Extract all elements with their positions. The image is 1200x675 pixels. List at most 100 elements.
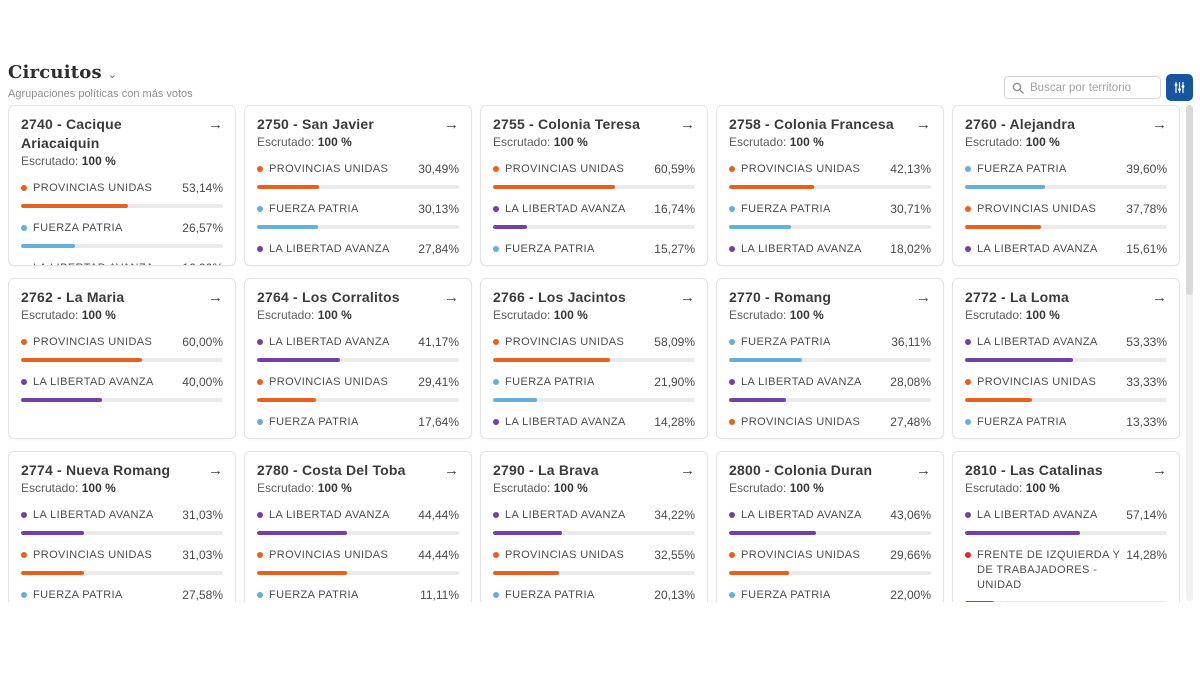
party-row: FUERZA PATRIA 17,64% bbox=[257, 415, 459, 439]
party-percent: 13,33% bbox=[1126, 415, 1167, 429]
escrutado-label: Escrutado: bbox=[21, 308, 79, 322]
arrow-right-icon[interactable]: → bbox=[1152, 462, 1167, 479]
party-color-dot bbox=[257, 552, 263, 558]
page-title: Circuitos bbox=[8, 62, 102, 83]
party-bar-track bbox=[729, 225, 931, 229]
party-rows: LA LIBERTAD AVANZA 57,14% FRENTE DE IZQU… bbox=[965, 508, 1167, 602]
party-name: PROVINCIAS UNIDAS bbox=[741, 163, 861, 175]
escrutado-line: Escrutado: 100 % bbox=[21, 481, 223, 495]
party-bar-fill bbox=[729, 185, 815, 189]
party-bar-track bbox=[257, 398, 459, 402]
party-row: PROVINCIAS UNIDAS 42,13% bbox=[729, 162, 931, 189]
arrow-right-icon[interactable]: → bbox=[208, 116, 223, 133]
party-percent: 29,41% bbox=[418, 375, 459, 389]
arrow-right-icon[interactable]: → bbox=[444, 289, 459, 306]
circuits-scroll-area: 2740 - Cacique Ariacaiquin → Escrutado: … bbox=[8, 105, 1180, 602]
circuit-card[interactable]: 2755 - Colonia Teresa → Escrutado: 100 %… bbox=[480, 105, 708, 266]
party-percent: 15,61% bbox=[1126, 242, 1167, 256]
party-percent: 53,14% bbox=[182, 181, 223, 195]
escrutado-value: 100 % bbox=[789, 308, 824, 322]
arrow-right-icon[interactable]: → bbox=[916, 116, 931, 133]
party-row: FUERZA PATRIA 39,60% bbox=[965, 162, 1167, 189]
circuit-card[interactable]: 2790 - La Brava → Escrutado: 100 % LA LI… bbox=[480, 451, 708, 602]
arrow-right-icon[interactable]: → bbox=[208, 462, 223, 479]
party-name: PROVINCIAS UNIDAS bbox=[505, 163, 625, 175]
party-bar-fill bbox=[493, 265, 524, 266]
circuit-card[interactable]: 2780 - Costa Del Toba → Escrutado: 100 %… bbox=[244, 451, 472, 602]
arrow-right-icon[interactable]: → bbox=[680, 289, 695, 306]
party-row: LA LIBERTAD AVANZA 34,22% bbox=[493, 508, 695, 535]
arrow-right-icon[interactable]: → bbox=[680, 116, 695, 133]
arrow-right-icon[interactable]: → bbox=[916, 462, 931, 479]
arrow-right-icon[interactable]: → bbox=[1152, 116, 1167, 133]
arrow-right-icon[interactable]: → bbox=[916, 289, 931, 306]
party-bar-fill bbox=[729, 265, 765, 266]
escrutado-value: 100 % bbox=[317, 135, 352, 149]
party-row: PROVINCIAS UNIDAS 32,55% bbox=[493, 548, 695, 575]
circuit-card[interactable]: 2766 - Los Jacintos → Escrutado: 100 % P… bbox=[480, 278, 708, 439]
party-bar-fill bbox=[21, 398, 102, 402]
party-bar-fill bbox=[21, 204, 129, 208]
search-input[interactable] bbox=[1030, 81, 1153, 94]
circuit-card[interactable]: 2740 - Cacique Ariacaiquin → Escrutado: … bbox=[8, 105, 236, 266]
arrow-right-icon[interactable]: → bbox=[208, 289, 223, 306]
circuits-dropdown[interactable]: Circuitos ⌄ bbox=[8, 62, 117, 83]
party-name: PROVINCIAS UNIDAS bbox=[977, 203, 1097, 215]
escrutado-label: Escrutado: bbox=[729, 481, 787, 495]
escrutado-label: Escrutado: bbox=[21, 154, 79, 168]
party-name: LA LIBERTAD AVANZA bbox=[741, 376, 862, 388]
party-name: PROVINCIAS UNIDAS bbox=[33, 182, 153, 194]
party-bar-fill bbox=[729, 358, 802, 362]
scrollbar-thumb[interactable] bbox=[1186, 105, 1193, 295]
party-color-dot bbox=[257, 339, 263, 345]
party-bar-fill bbox=[257, 438, 293, 439]
party-bar-fill bbox=[965, 531, 1081, 535]
party-row: FUERZA PATRIA 30,71% bbox=[729, 202, 931, 229]
escrutado-value: 100 % bbox=[789, 481, 824, 495]
arrow-right-icon[interactable]: → bbox=[1152, 289, 1167, 306]
party-percent: 40,00% bbox=[182, 375, 223, 389]
filter-button[interactable] bbox=[1166, 74, 1193, 101]
circuit-card[interactable]: 2762 - La Maria → Escrutado: 100 % PROVI… bbox=[8, 278, 236, 439]
party-percent: 60,59% bbox=[654, 162, 695, 176]
party-bar-track bbox=[965, 438, 1167, 439]
circuit-card[interactable]: 2774 - Nueva Romang → Escrutado: 100 % L… bbox=[8, 451, 236, 602]
party-percent: 22,00% bbox=[890, 588, 931, 602]
party-bar-fill bbox=[257, 531, 347, 535]
party-color-dot bbox=[257, 246, 263, 252]
party-percent: 21,90% bbox=[654, 375, 695, 389]
party-row: LA LIBERTAD AVANZA 14,28% bbox=[493, 415, 695, 438]
arrow-right-icon[interactable]: → bbox=[444, 116, 459, 133]
party-name: PROVINCIAS UNIDAS bbox=[977, 376, 1097, 388]
circuit-card[interactable]: 2760 - Alejandra → Escrutado: 100 % FUER… bbox=[952, 105, 1180, 266]
circuit-card[interactable]: 2800 - Colonia Duran → Escrutado: 100 % … bbox=[716, 451, 944, 602]
escrutado-line: Escrutado: 100 % bbox=[21, 154, 223, 168]
party-bar-track bbox=[21, 531, 223, 535]
search-icon bbox=[1012, 82, 1024, 94]
party-bar-track bbox=[493, 531, 695, 535]
circuit-card[interactable]: 2764 - Los Corralitos → Escrutado: 100 %… bbox=[244, 278, 472, 439]
circuit-card[interactable]: 2758 - Colonia Francesa → Escrutado: 100… bbox=[716, 105, 944, 266]
party-name: FUERZA PATRIA bbox=[977, 416, 1067, 428]
circuit-card[interactable]: 2750 - San Javier → Escrutado: 100 % PRO… bbox=[244, 105, 472, 266]
party-rows: LA LIBERTAD AVANZA 41,17% PROVINCIAS UNI… bbox=[257, 335, 459, 439]
party-name: PROVINCIAS UNIDAS bbox=[505, 336, 625, 348]
escrutado-line: Escrutado: 100 % bbox=[729, 135, 931, 149]
scrollbar[interactable] bbox=[1186, 105, 1193, 601]
party-color-dot bbox=[729, 166, 735, 172]
party-name: LA LIBERTAD AVANZA bbox=[269, 243, 390, 255]
circuit-card[interactable]: 2810 - Las Catalinas → Escrutado: 100 % … bbox=[952, 451, 1180, 602]
party-row: PROVINCIAS UNIDAS 33,33% bbox=[965, 375, 1167, 402]
circuit-card[interactable]: 2770 - Romang → Escrutado: 100 % FUERZA … bbox=[716, 278, 944, 439]
party-bar-fill bbox=[21, 531, 84, 535]
circuit-card-title: 2772 - La Loma bbox=[965, 289, 1069, 305]
circuit-card-title: 2755 - Colonia Teresa bbox=[493, 116, 641, 132]
party-color-dot bbox=[257, 166, 263, 172]
party-rows: PROVINCIAS UNIDAS 42,13% FUERZA PATRIA 3… bbox=[729, 162, 931, 266]
arrow-right-icon[interactable]: → bbox=[680, 462, 695, 479]
party-row: LA LIBERTAD AVANZA 31,03% bbox=[21, 508, 223, 535]
circuit-card[interactable]: 2772 - La Loma → Escrutado: 100 % LA LIB… bbox=[952, 278, 1180, 439]
arrow-right-icon[interactable]: → bbox=[444, 462, 459, 479]
escrutado-line: Escrutado: 100 % bbox=[729, 308, 931, 322]
party-percent: 31,03% bbox=[182, 508, 223, 522]
